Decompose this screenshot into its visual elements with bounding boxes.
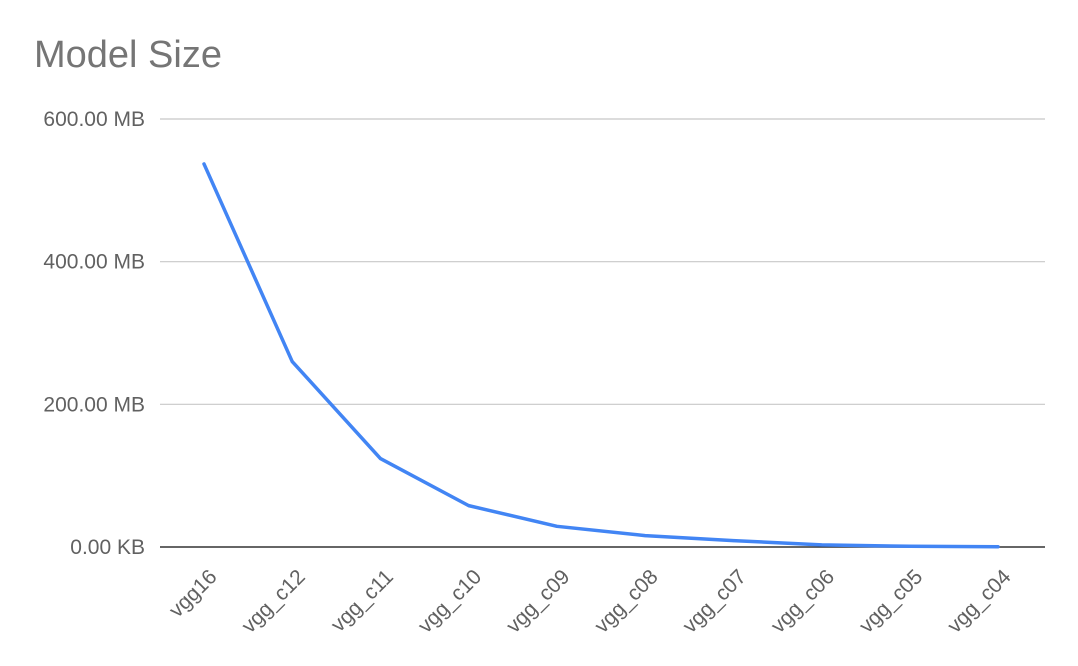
data-point: [820, 543, 824, 547]
x-tick-label: vgg_c06: [767, 565, 839, 637]
data-point: [731, 539, 735, 543]
data-point: [643, 534, 647, 538]
data-point: [996, 545, 1000, 549]
chart-title: Model Size: [34, 34, 222, 76]
x-tick-label: vgg_c05: [855, 565, 927, 637]
series-line: [202, 162, 1000, 549]
y-tick-label: 400.00 MB: [43, 251, 145, 274]
y-tick-label: 0.00 KB: [70, 536, 145, 559]
x-tick-label: vgg_c08: [590, 565, 662, 637]
y-tick-label: 600.00 MB: [43, 108, 145, 131]
data-point: [555, 524, 559, 528]
data-point: [290, 360, 294, 364]
y-tick-label: 200.00 MB: [43, 393, 145, 416]
x-tick-label: vgg_c04: [943, 565, 1016, 638]
x-tick-label: vgg16: [165, 565, 222, 622]
data-point: [378, 457, 382, 461]
x-tick-label: vgg_c12: [237, 565, 309, 637]
x-tick-label: vgg_c10: [414, 565, 486, 637]
data-point: [908, 544, 912, 548]
x-tick-label: vgg_c11: [327, 565, 398, 636]
data-point: [467, 504, 471, 508]
x-tick-label: vgg_c09: [502, 565, 574, 637]
x-tick-label: vgg_c07: [678, 565, 750, 637]
data-point: [202, 162, 206, 166]
